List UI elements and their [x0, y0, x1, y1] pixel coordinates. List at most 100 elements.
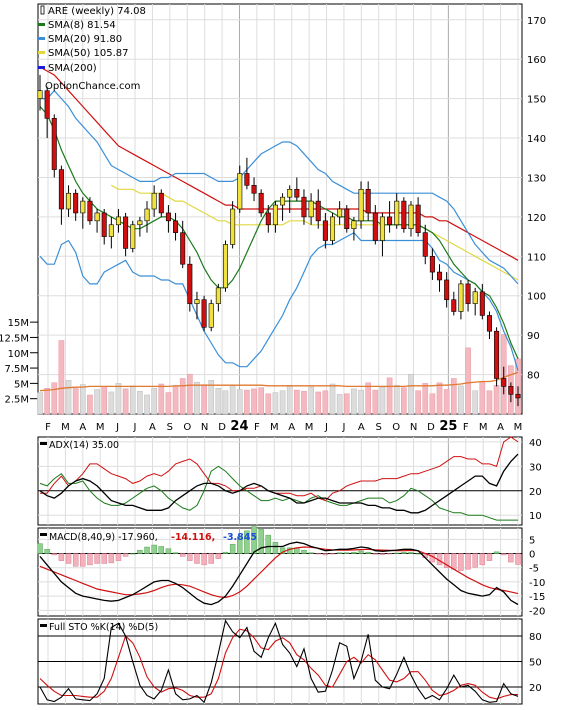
grid-lines	[30, 4, 522, 704]
x-axis-labels: F M A M J J A S O N D 24 F M A M J J A S O N D 25 F M A M	[45, 419, 522, 434]
macd-histogram-bar	[272, 541, 279, 554]
x-axis-label: J	[133, 422, 137, 433]
macd-histogram-bar	[508, 553, 514, 563]
legend-swatch-sma20	[38, 37, 45, 40]
volume-bar	[201, 384, 207, 415]
macd-histogram-bar	[179, 553, 186, 557]
volume-bar	[493, 384, 500, 415]
candle-body	[429, 256, 435, 273]
macd-signal-line	[39, 546, 519, 599]
price-tick-label: 140	[527, 134, 546, 145]
volume-bar	[301, 391, 307, 415]
volume-tick-label: 15M	[8, 318, 29, 329]
volume-bar	[236, 389, 243, 415]
volume-tick-label: 10M	[8, 349, 29, 360]
x-axis-label: S	[376, 422, 382, 433]
sto-tick-label: 20	[529, 683, 542, 694]
x-axis-label: S	[167, 422, 173, 433]
candle-body	[165, 212, 171, 222]
x-axis-label: M	[96, 422, 105, 433]
candle-body	[44, 90, 50, 119]
macd-histogram-bar	[51, 553, 57, 556]
macd-histogram-bar	[87, 553, 93, 566]
candle-body	[37, 90, 43, 99]
macd-histogram-bar	[251, 526, 257, 554]
macd-panel-frame	[37, 527, 523, 617]
candle-body	[315, 200, 321, 222]
macd-histogram-bar	[94, 553, 100, 564]
price-tick-label: 120	[527, 213, 546, 224]
x-axis-label: M	[479, 422, 488, 433]
volume-bar	[158, 383, 165, 415]
macd-histogram-bar	[222, 551, 229, 554]
candle-body	[87, 200, 93, 222]
sto-label: Full STO %K(14) %D(5)	[49, 622, 158, 633]
legend-swatch-price	[40, 5, 45, 15]
volume-bar	[108, 391, 115, 415]
macd-histogram-bar	[365, 551, 371, 554]
volume-bar	[372, 389, 379, 415]
volume-bar	[365, 382, 371, 415]
candle-body	[301, 196, 307, 218]
candle-body	[258, 192, 264, 214]
macd-histogram-bar	[386, 553, 393, 555]
volume-bar	[336, 394, 343, 415]
volume-bar	[351, 388, 357, 415]
candle-body	[130, 224, 136, 249]
macd-histogram-bar	[451, 553, 457, 570]
adx-tick-label: 30	[529, 462, 542, 473]
macd-histogram-bar	[408, 552, 414, 554]
volume-bar	[479, 381, 486, 415]
price-tick-label: 90	[527, 331, 540, 342]
volume-bar	[329, 383, 336, 415]
adx-tick-label: 10	[529, 511, 542, 522]
sto-tick-label: 50	[529, 658, 542, 669]
x-axis-label: D	[218, 422, 226, 433]
candle-body	[101, 212, 107, 237]
x-axis-label: M	[270, 422, 279, 433]
macd-histogram-bar	[315, 553, 321, 555]
x-axis-label: A	[497, 422, 504, 433]
macd-histogram-bar	[137, 549, 143, 554]
volume-bar	[272, 392, 279, 415]
volume-bar	[172, 385, 179, 415]
volume-bar	[322, 390, 329, 415]
volume-bar	[265, 393, 272, 415]
price-tick-label: 110	[527, 252, 546, 263]
legend-swatch-sma200	[38, 66, 45, 69]
candle-body	[444, 279, 450, 300]
volume-bar	[279, 390, 286, 415]
price-tick-label: 130	[527, 173, 546, 184]
macd-histogram-bar	[172, 552, 179, 554]
candle-body	[173, 220, 179, 233]
volume-bar	[87, 394, 93, 415]
volume-bar	[165, 392, 172, 415]
macd-histogram-bar	[258, 529, 264, 554]
x-axis-label: F	[45, 422, 51, 433]
volume-bar	[144, 394, 150, 415]
sto-legend: Full STO %K(14) %D(5)	[40, 622, 158, 633]
macd-histogram-bar	[122, 553, 129, 557]
volume-bar	[44, 388, 50, 415]
macd-histogram-bar	[158, 546, 164, 554]
candle-body	[465, 283, 471, 304]
candle-body	[115, 216, 121, 226]
candle-body	[66, 192, 72, 210]
macd-histogram-bar	[80, 553, 86, 567]
volume-bar	[386, 377, 393, 415]
macd-histogram-bar	[443, 553, 450, 568]
volume-bar	[450, 378, 457, 415]
volume-bar	[458, 385, 464, 415]
candle-body	[265, 212, 271, 226]
candle-body	[272, 204, 278, 226]
volume-bar	[179, 378, 186, 415]
candle-body	[58, 169, 64, 210]
candle-body	[94, 212, 100, 222]
x-axis-label: F	[254, 422, 260, 433]
macd-histogram-bar	[336, 552, 343, 554]
x-axis-label: 25	[439, 419, 457, 434]
candle-body	[201, 299, 207, 328]
macd-histogram-bar	[415, 553, 421, 555]
volume-bar	[358, 389, 364, 415]
volume-bar	[379, 386, 386, 415]
